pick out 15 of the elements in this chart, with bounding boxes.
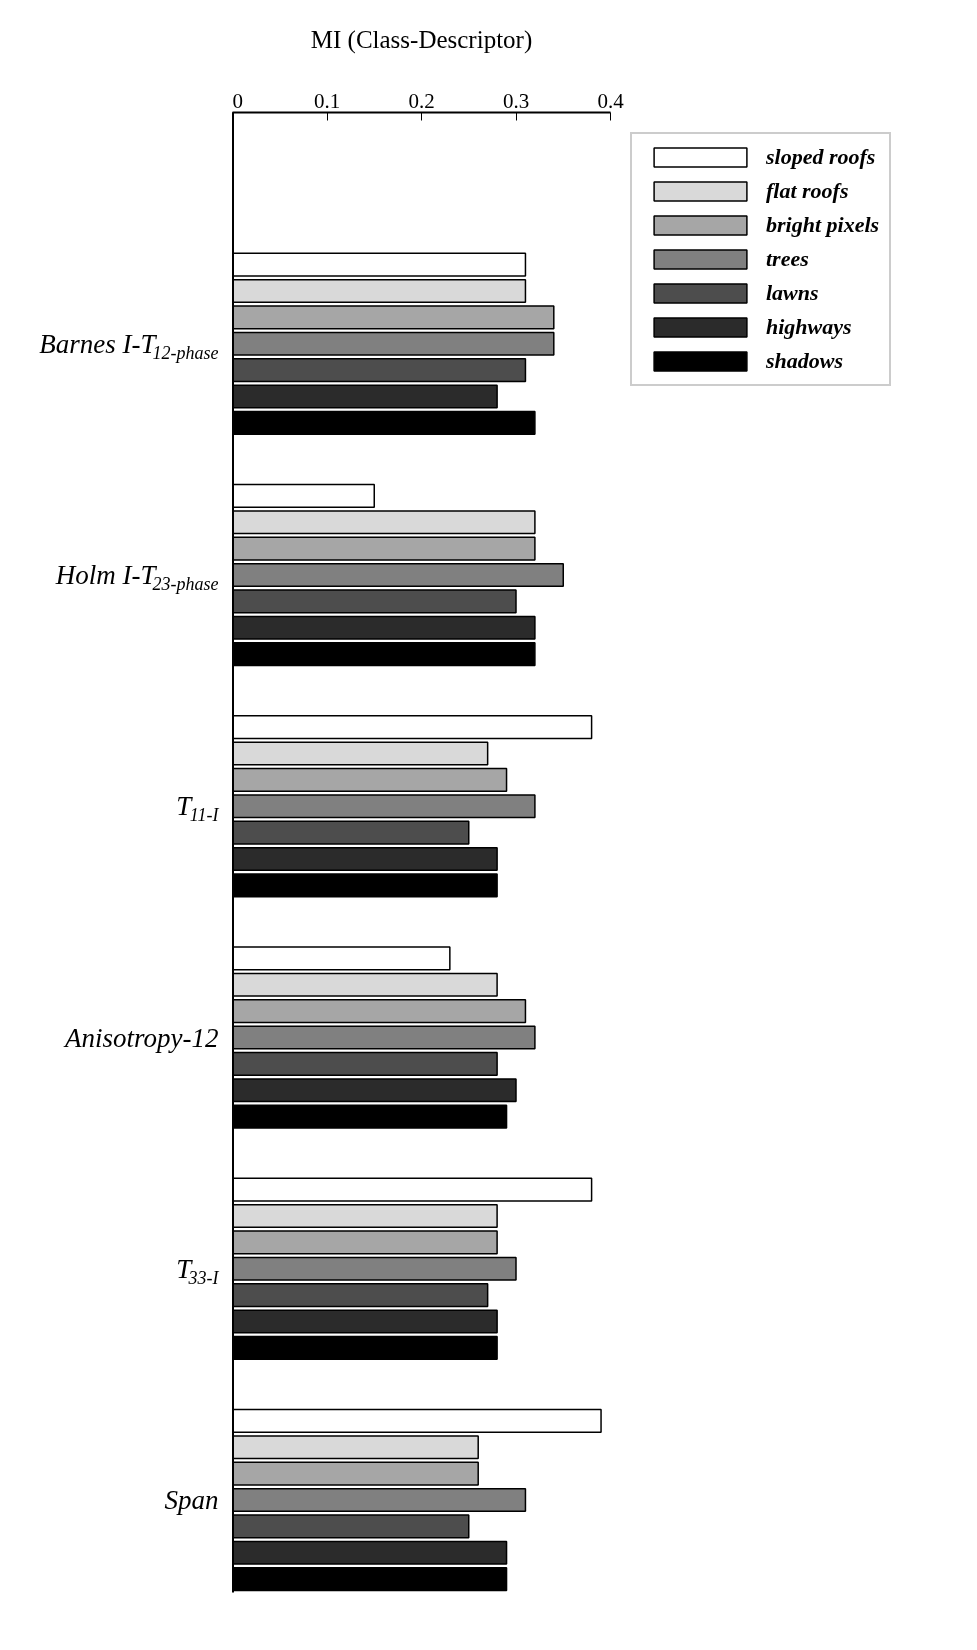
legend-label: trees <box>766 246 809 272</box>
y-tick-label: Anisotropy-12 <box>63 1022 219 1053</box>
legend-label: highways <box>766 314 852 340</box>
x-tick-label: 0.4 <box>597 88 625 113</box>
legend-label: flat roofs <box>766 178 849 204</box>
x-tick-label: 0.2 <box>408 88 435 113</box>
legend-label: sloped roofs <box>766 144 876 170</box>
x-tick-label: 0.3 <box>502 88 530 113</box>
x-tick-label: 0.1 <box>313 88 341 113</box>
legend-label: bright pixels <box>766 212 880 238</box>
legend-label: lawns <box>766 280 819 306</box>
legend-label: shadows <box>766 348 844 374</box>
x-tick-label: 0 <box>232 88 243 113</box>
x-axis-title: MI (Class-Descriptor) <box>310 25 533 54</box>
y-tick-label: Span <box>164 1485 219 1515</box>
